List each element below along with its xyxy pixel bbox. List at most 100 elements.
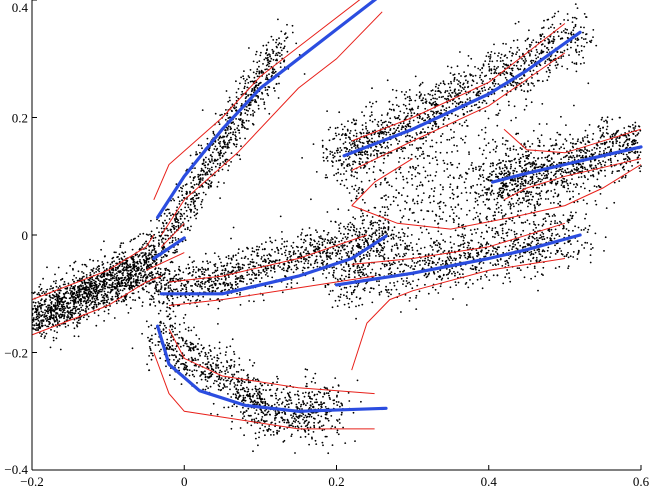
scatter-point — [177, 221, 180, 224]
scatter-point — [356, 145, 359, 148]
scatter-point — [559, 23, 562, 25]
scatter-point — [524, 58, 527, 60]
scatter-point — [76, 325, 79, 328]
scatter-point — [406, 115, 409, 117]
scatter-point — [541, 33, 544, 35]
scatter-point — [440, 109, 442, 112]
scatter-point — [429, 93, 431, 96]
scatter-point — [154, 236, 157, 239]
scatter-point — [433, 103, 436, 106]
scatter-point — [324, 284, 327, 287]
scatter-point — [34, 301, 37, 304]
scatter-point — [430, 98, 432, 101]
scatter-point — [237, 124, 240, 127]
scatter-point — [78, 322, 81, 324]
scatter-point — [488, 60, 491, 63]
scatter-point — [259, 264, 262, 267]
scatter-point — [341, 246, 344, 249]
scatter-point — [203, 274, 206, 276]
scatter-point — [247, 75, 250, 77]
scatter-point — [97, 302, 100, 304]
scatter-point — [218, 142, 221, 145]
scatter-point — [74, 285, 77, 287]
scatter-point — [557, 35, 560, 38]
scatter-point — [230, 109, 233, 112]
scatter-point — [567, 19, 569, 22]
scatter-point — [262, 299, 265, 302]
scatter-point — [359, 153, 362, 156]
scatter-point — [257, 96, 259, 99]
scatter-point — [167, 297, 169, 300]
scatter-point — [196, 194, 199, 197]
scatter-point — [373, 154, 375, 157]
scatter-point — [340, 164, 343, 167]
scatter-point — [525, 60, 527, 62]
scatter-point — [393, 272, 396, 275]
scatter-point — [263, 270, 266, 273]
scatter-point — [245, 106, 248, 108]
scatter-point — [269, 55, 271, 58]
scatter-point — [265, 52, 268, 54]
scatter-point — [383, 157, 386, 160]
scatter-point — [551, 23, 554, 26]
scatter-point — [171, 222, 174, 225]
scatter-point — [140, 252, 143, 255]
scatter-point — [351, 167, 353, 170]
scatter-point — [405, 280, 408, 282]
scatter-point — [102, 287, 104, 289]
scatter-point — [154, 276, 156, 278]
scatter-point — [47, 312, 49, 315]
scatter-point — [129, 307, 132, 310]
scatter-point — [392, 238, 395, 240]
scatter-point — [61, 305, 64, 308]
scatter-point — [141, 279, 144, 281]
scatter-point — [478, 106, 481, 109]
scatter-point — [317, 240, 320, 243]
scatter-point — [224, 143, 226, 146]
scatter-point — [56, 326, 59, 328]
scatter-point — [70, 295, 73, 298]
scatter-point — [305, 258, 308, 261]
scatter-point — [142, 243, 144, 246]
scatter-point — [206, 173, 209, 176]
scatter-point — [39, 321, 41, 323]
scatter-point — [113, 279, 116, 282]
scatter-point — [180, 282, 183, 285]
scatter-point — [50, 305, 53, 308]
scatter-point — [66, 290, 68, 293]
scatter-point — [399, 243, 402, 246]
scatter-point — [240, 103, 243, 105]
scatter-point — [254, 274, 256, 276]
scatter-point — [141, 267, 144, 270]
scatter-point — [98, 270, 101, 273]
scatter-point — [132, 292, 135, 295]
scatter-point — [263, 101, 266, 104]
scatter-point — [261, 248, 264, 251]
scatter-point — [54, 302, 57, 304]
scatter-point — [207, 268, 209, 271]
scatter-point — [362, 215, 365, 217]
scatter-point — [490, 68, 493, 71]
scatter-point — [400, 263, 403, 266]
scatter-point — [189, 154, 192, 157]
scatter-point — [239, 119, 242, 121]
scatter-point — [366, 150, 369, 153]
scatter-point — [225, 135, 228, 138]
scatter-point — [408, 135, 411, 137]
scatter-point — [210, 280, 213, 283]
scatter-point — [242, 280, 245, 283]
scatter-point — [256, 254, 258, 257]
scatter-point — [492, 82, 494, 85]
scatter-point — [525, 47, 528, 50]
scatter-point — [454, 121, 457, 124]
scatter-point — [172, 297, 174, 300]
scatter-point — [459, 84, 461, 87]
scatter-point — [495, 72, 498, 75]
scatter-point — [214, 263, 217, 265]
scatter-point — [155, 258, 158, 261]
scatter-point — [349, 221, 352, 224]
scatter-point — [447, 118, 450, 120]
scatter-point — [495, 67, 498, 70]
scatter-point — [271, 261, 273, 263]
